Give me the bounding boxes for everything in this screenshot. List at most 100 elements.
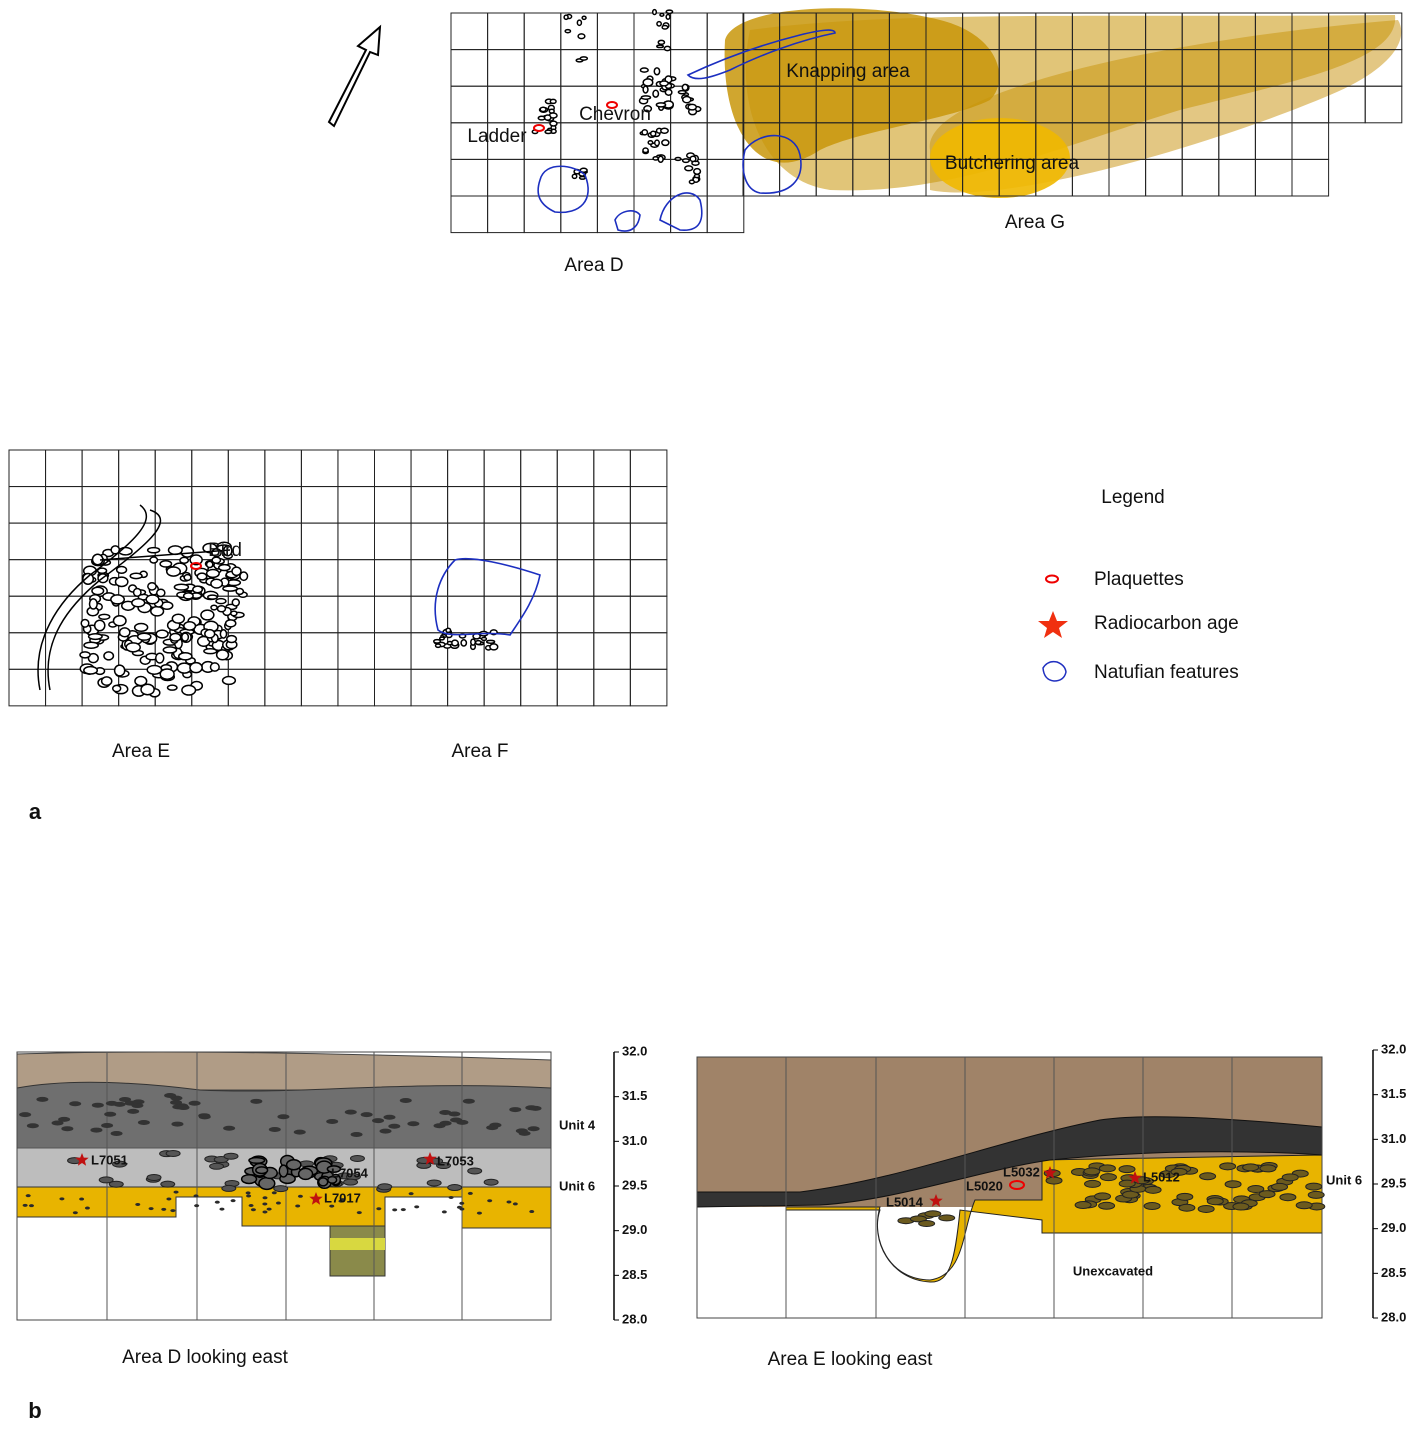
grid-cell — [192, 487, 229, 524]
grid-cell — [265, 596, 302, 633]
pebble — [468, 1192, 473, 1195]
stone — [1308, 1191, 1324, 1198]
stone — [658, 156, 663, 162]
grid-cell — [448, 450, 485, 487]
grid-cell — [488, 86, 525, 123]
stone — [236, 589, 243, 595]
stone — [151, 607, 164, 616]
stone — [487, 640, 495, 643]
grid-cell — [411, 487, 448, 524]
stone — [84, 667, 97, 674]
pebble — [249, 1204, 254, 1207]
stone — [279, 1165, 287, 1177]
pebble — [276, 1202, 281, 1205]
stone — [127, 1109, 139, 1114]
pebble — [135, 1203, 140, 1206]
grid-cell — [265, 560, 302, 597]
grid-cell — [521, 523, 558, 560]
grid-cell — [594, 487, 631, 524]
stone — [226, 620, 236, 627]
stone — [1198, 1205, 1214, 1212]
grid-cell — [524, 50, 561, 87]
grid-cell — [9, 596, 46, 633]
stone — [223, 677, 236, 685]
grid-cell — [448, 523, 485, 560]
grid-cell — [557, 487, 594, 524]
stone — [170, 634, 181, 642]
stone — [101, 1123, 113, 1128]
pebble — [449, 1196, 454, 1199]
scale-label: 29.0 — [622, 1222, 647, 1237]
grid-cell — [707, 159, 744, 196]
stone — [190, 663, 202, 673]
grid-cell — [557, 523, 594, 560]
area-label: Area E — [112, 741, 170, 762]
stone — [157, 589, 165, 596]
grid-cell — [557, 669, 594, 706]
grid-cell — [594, 596, 631, 633]
grid-cell — [451, 86, 488, 123]
section-title: Area E looking east — [768, 1349, 933, 1370]
stone — [688, 104, 696, 110]
pebble — [477, 1212, 482, 1215]
stone — [689, 180, 694, 184]
scale-label: 32.0 — [622, 1043, 647, 1058]
grid-cell — [338, 633, 375, 670]
stone — [167, 567, 181, 576]
stone — [1233, 1203, 1249, 1210]
stone — [174, 584, 188, 590]
stone — [1179, 1204, 1195, 1211]
plaquette — [534, 125, 544, 131]
grid-cell — [634, 13, 671, 50]
scale-label: 32.0 — [1381, 1041, 1406, 1056]
stone — [207, 561, 213, 567]
stone — [434, 640, 441, 643]
stone — [232, 599, 239, 606]
grid-cell — [557, 450, 594, 487]
stone — [269, 1127, 281, 1132]
stone — [655, 140, 660, 146]
stone — [294, 1130, 306, 1135]
stone — [450, 1118, 462, 1123]
stone — [227, 636, 237, 643]
grid-cell — [1146, 159, 1183, 196]
stone — [135, 677, 147, 686]
stone — [287, 1160, 301, 1170]
pebble — [194, 1194, 199, 1197]
pebble — [376, 1207, 381, 1210]
pebble — [409, 1192, 414, 1195]
stone — [92, 587, 104, 594]
grid-cell — [630, 669, 667, 706]
stone — [166, 1150, 180, 1156]
stone — [490, 644, 498, 650]
stone — [160, 561, 171, 567]
stone — [654, 68, 659, 75]
stone — [1177, 1193, 1193, 1200]
stone — [657, 45, 663, 47]
stone — [1220, 1163, 1236, 1170]
grid-cell — [524, 13, 561, 50]
grid-cell — [597, 123, 634, 160]
grid-cell — [338, 560, 375, 597]
grid-cell — [228, 487, 265, 524]
stone — [171, 1122, 183, 1127]
stone — [115, 577, 127, 586]
stone — [694, 169, 701, 175]
stone — [111, 1131, 123, 1136]
scale-label: 28.0 — [622, 1311, 647, 1326]
grid-cell — [411, 450, 448, 487]
stone — [447, 642, 452, 645]
stone — [168, 685, 177, 690]
grid-cell — [375, 487, 412, 524]
pebble — [73, 1211, 78, 1214]
stone — [641, 96, 650, 99]
grid-cell — [301, 487, 338, 524]
pebble — [263, 1196, 268, 1199]
grid-cell — [484, 487, 521, 524]
stone — [84, 642, 98, 648]
stone — [147, 1174, 161, 1180]
stone — [1306, 1183, 1322, 1190]
grid-cell — [82, 450, 119, 487]
pebble — [513, 1202, 518, 1205]
pebble — [23, 1204, 28, 1207]
